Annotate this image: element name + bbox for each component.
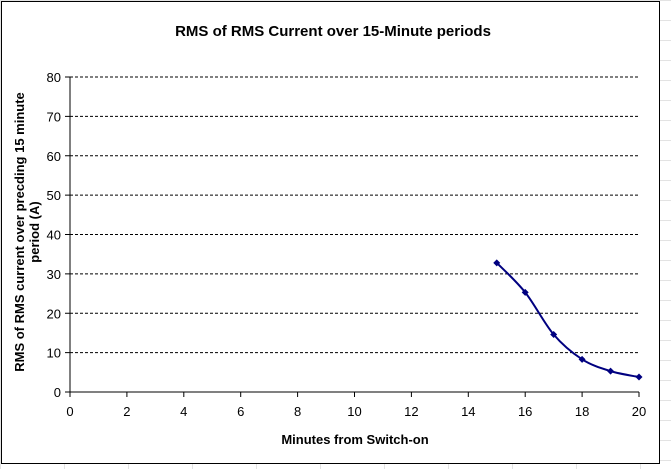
- y-tick-label: 50: [47, 188, 61, 203]
- x-tick-label: 8: [294, 404, 301, 419]
- x-tick-label: 12: [404, 404, 418, 419]
- y-tick-label: 40: [47, 228, 61, 243]
- data-point-marker: [635, 373, 643, 381]
- y-tick-label: 10: [47, 346, 61, 361]
- x-tick-label: 18: [575, 404, 589, 419]
- data-point-marker: [493, 259, 501, 267]
- y-tick-label: 80: [47, 70, 61, 85]
- data-point-marker: [578, 355, 586, 363]
- x-tick-label: 10: [347, 404, 361, 419]
- y-tick-label: 30: [47, 267, 61, 282]
- x-tick-label: 2: [123, 404, 130, 419]
- x-tick-label: 6: [237, 404, 244, 419]
- y-axis-title-line-2: period (A): [27, 201, 42, 262]
- y-axis-title-line-1: RMS of RMS current over precding 15 minu…: [12, 92, 27, 372]
- data-point-marker: [550, 331, 558, 339]
- x-tick-labels: 0 2 4 6 8 10 12 14 16 18 20: [66, 392, 646, 419]
- gridlines: [70, 76, 639, 354]
- data-point-marker: [521, 288, 529, 296]
- x-tick-label: 16: [518, 404, 532, 419]
- x-tick-label: 0: [66, 404, 73, 419]
- series-layer: [493, 259, 643, 381]
- y-tick-label: 60: [47, 149, 61, 164]
- x-tick-label: 14: [461, 404, 475, 419]
- data-point-marker: [607, 367, 615, 375]
- y-tick-label: 70: [47, 109, 61, 124]
- y-tick-label: 0: [54, 385, 61, 400]
- x-axis-title: Minutes from Switch-on: [281, 432, 428, 447]
- x-tick-label: 4: [180, 404, 187, 419]
- y-axis-title: RMS of RMS current over precding 15 minu…: [12, 92, 42, 372]
- y-tick-label: 20: [47, 306, 61, 321]
- chart-title: RMS of RMS Current over 15-Minute period…: [175, 23, 491, 40]
- y-tick-labels: 0 10 20 30 40 50 60 70 80: [47, 70, 70, 400]
- series-line: [496, 262, 640, 379]
- x-tick-label: 20: [632, 404, 646, 419]
- chart-area: [1, 1, 660, 464]
